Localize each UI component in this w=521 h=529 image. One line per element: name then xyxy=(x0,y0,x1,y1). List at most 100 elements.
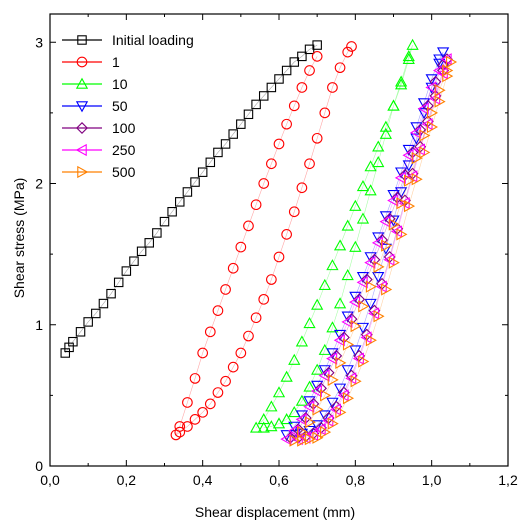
data-point xyxy=(250,199,262,211)
data-point xyxy=(197,406,209,418)
data-point xyxy=(190,177,200,187)
data-point xyxy=(356,179,370,192)
data-point xyxy=(251,99,261,110)
data-point xyxy=(288,100,300,112)
data-point xyxy=(174,426,186,438)
x-tick-label: 0,6 xyxy=(269,472,289,488)
data-point xyxy=(358,300,370,313)
data-point xyxy=(274,74,284,84)
data-point xyxy=(311,420,324,432)
data-point xyxy=(387,194,399,207)
data-point xyxy=(220,284,231,295)
data-point xyxy=(182,421,193,432)
data-point xyxy=(227,262,239,274)
data-point xyxy=(303,396,316,408)
data-point xyxy=(257,421,270,433)
data-point xyxy=(372,155,385,168)
data-point xyxy=(296,182,308,194)
data-point xyxy=(411,151,423,165)
data-point xyxy=(273,138,285,150)
legend-label: 250 xyxy=(112,142,136,158)
data-point xyxy=(235,241,247,253)
data-point xyxy=(381,283,393,296)
x-tick-label: 0,2 xyxy=(117,472,137,488)
data-point xyxy=(204,398,216,410)
data-point xyxy=(396,197,408,210)
data-point xyxy=(311,132,323,144)
data-point xyxy=(295,394,309,406)
data-point xyxy=(320,425,332,439)
data-point xyxy=(258,293,270,305)
data-point xyxy=(335,406,347,419)
data-point xyxy=(341,365,354,377)
data-point xyxy=(175,197,185,207)
data-point xyxy=(303,317,316,329)
data-point xyxy=(272,417,286,429)
data-point xyxy=(365,334,377,347)
data-point xyxy=(396,228,408,241)
data-point xyxy=(381,239,393,252)
data-point xyxy=(358,355,370,368)
data-point xyxy=(426,120,439,134)
data-point xyxy=(297,51,307,62)
data-point xyxy=(243,330,254,342)
data-point xyxy=(220,375,231,387)
data-point xyxy=(289,57,300,67)
data-point xyxy=(303,425,316,438)
data-point xyxy=(220,139,231,149)
data-point xyxy=(280,413,293,425)
data-point xyxy=(273,251,285,263)
data-point xyxy=(312,403,324,416)
data-point xyxy=(258,178,270,189)
data-point xyxy=(296,82,308,93)
data-point xyxy=(425,81,437,94)
series-2 xyxy=(249,38,419,433)
x-tick-label: 0,8 xyxy=(346,472,366,488)
data-point xyxy=(213,147,223,158)
y-tick-label: 3 xyxy=(35,34,43,50)
data-point xyxy=(266,158,277,170)
data-point xyxy=(445,55,458,69)
data-point xyxy=(189,373,201,384)
legend-label: 100 xyxy=(112,120,136,136)
data-point xyxy=(411,173,423,186)
data-point xyxy=(406,38,419,50)
data-point xyxy=(349,291,362,303)
data-point xyxy=(304,158,315,170)
legend-label: 10 xyxy=(112,76,128,92)
data-point xyxy=(288,206,300,218)
series-0 xyxy=(60,40,322,358)
data-point xyxy=(372,271,385,284)
series-line xyxy=(255,44,413,429)
x-tick-label: 1,0 xyxy=(422,472,442,488)
series-line xyxy=(65,44,318,354)
data-point xyxy=(159,216,170,227)
legend-marker xyxy=(75,77,89,89)
data-point xyxy=(311,380,324,392)
data-point xyxy=(442,70,454,83)
legend-entry: 10 xyxy=(62,76,128,92)
legend-marker xyxy=(76,122,88,134)
data-point xyxy=(364,184,377,196)
data-point xyxy=(281,229,292,240)
data-point xyxy=(304,65,315,76)
data-point xyxy=(266,274,277,285)
data-point xyxy=(303,400,315,413)
data-point xyxy=(182,187,193,197)
data-point xyxy=(75,327,86,337)
data-point xyxy=(436,47,450,59)
data-point xyxy=(318,365,331,377)
data-point xyxy=(326,348,339,360)
data-point xyxy=(410,133,423,145)
x-tick-label: 0,4 xyxy=(193,472,213,488)
data-point xyxy=(364,298,377,310)
data-point xyxy=(236,119,246,129)
data-point xyxy=(288,353,301,365)
legend-marker xyxy=(77,35,87,45)
data-point xyxy=(287,424,300,437)
data-point xyxy=(410,122,423,134)
data-point xyxy=(319,107,331,119)
data-point xyxy=(182,397,193,408)
data-point xyxy=(311,298,324,310)
